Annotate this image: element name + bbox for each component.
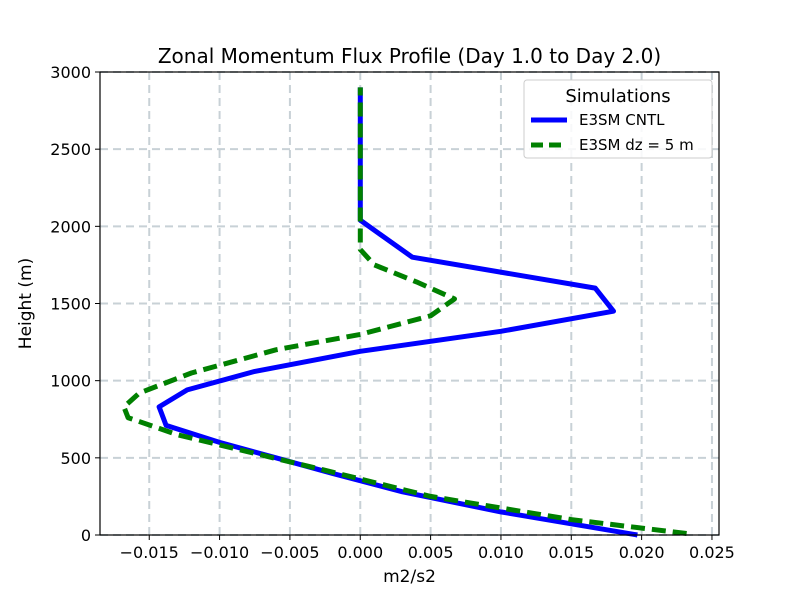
- x-tick-label: 0.005: [408, 543, 454, 562]
- x-tick-label: 0.025: [689, 543, 735, 562]
- x-axis-label: m2/s2: [383, 567, 436, 587]
- legend-label-e3sm-cntl: E3SM CNTL: [579, 111, 665, 129]
- x-tick-label: 0.020: [619, 543, 665, 562]
- series-line-e3sm-cntl: [156, 87, 638, 538]
- x-tick-label: 0.015: [548, 543, 594, 562]
- x-tick-label: −0.005: [260, 543, 319, 562]
- legend-frame: [523, 79, 713, 159]
- legend-label-e3sm-dz: E3SM dz = 5 m: [579, 136, 694, 154]
- y-tick-label: 2000: [50, 217, 91, 236]
- legend: Simulations E3SM CNTL E3SM dz = 5 m: [523, 79, 713, 159]
- x-tick-label: 0.000: [337, 543, 383, 562]
- y-tick-label: 1500: [50, 295, 91, 314]
- axes: −0.015 −0.010 −0.005 0.000 0.005 0.010 0.015 0.…: [50, 63, 735, 562]
- y-tick-label: 2500: [50, 140, 91, 159]
- y-tick-label: 3000: [50, 63, 91, 82]
- y-tick-label: 0: [81, 526, 91, 545]
- x-tick-label: −0.010: [190, 543, 249, 562]
- y-tick-label: 1000: [50, 372, 91, 391]
- legend-title: Simulations: [565, 86, 670, 107]
- y-tick-label: 500: [60, 449, 91, 468]
- x-tick-label: −0.015: [120, 543, 179, 562]
- x-tick-label: 0.010: [478, 543, 524, 562]
- series-line-e3sm-dz: [121, 87, 687, 536]
- chart-title: Zonal Momentum Flux Profile (Day 1.0 to …: [158, 44, 661, 68]
- y-axis-label: Height (m): [16, 258, 36, 349]
- series-layer: [121, 87, 687, 538]
